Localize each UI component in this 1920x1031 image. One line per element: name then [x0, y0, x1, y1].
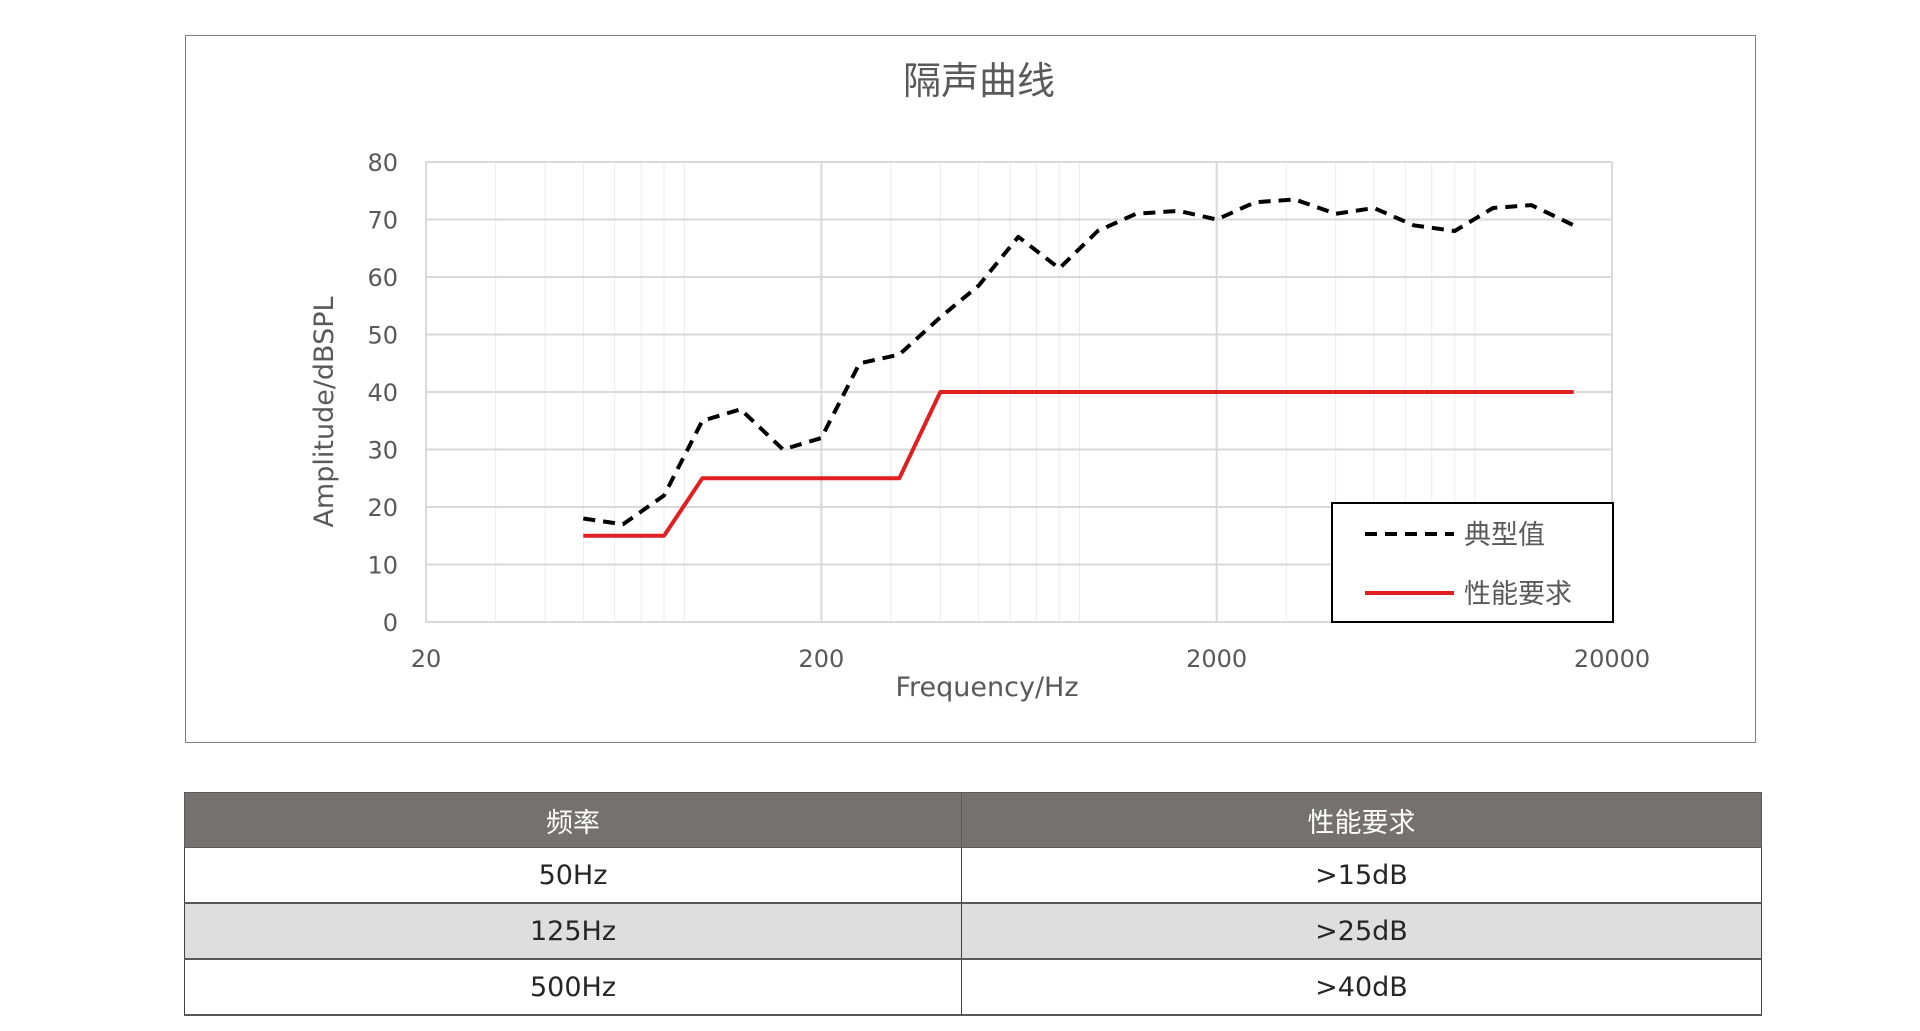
- sound-insulation-chart: 隔声曲线 0 10 20 30 40 50 60 70 80 20 200 2000 20000 Am…: [309, 59, 1650, 703]
- cell-requirement: >15dB: [961, 847, 1762, 904]
- legend-box: [1331, 502, 1614, 623]
- x-tick-label: 20: [411, 645, 442, 673]
- table-row: 500Hz >40dB: [184, 959, 1762, 1016]
- table-row: 50Hz >15dB: [184, 847, 1762, 904]
- header-requirement: 性能要求: [961, 792, 1762, 848]
- y-tick-label: 10: [367, 552, 398, 580]
- y-tick-label: 30: [367, 437, 398, 465]
- requirements-table: 频率 性能要求 50Hz >15dB 125Hz >25dB 500Hz >40…: [184, 792, 1762, 1016]
- chart-title: 隔声曲线: [903, 59, 1055, 103]
- header-frequency: 频率: [184, 792, 962, 848]
- legend-label-typical: 典型值: [1464, 520, 1545, 551]
- x-tick-label: 20000: [1574, 645, 1650, 673]
- y-tick-label: 20: [367, 494, 398, 522]
- y-axis-label: Amplitude/dBSPL: [309, 296, 340, 527]
- y-tick-label: 40: [367, 379, 398, 407]
- cell-requirement: >40dB: [961, 959, 1762, 1016]
- cell-requirement: >25dB: [961, 903, 1762, 960]
- y-tick-label: 80: [367, 149, 398, 177]
- table-row: 125Hz >25dB: [184, 903, 1762, 960]
- x-tick-label: 2000: [1186, 645, 1247, 673]
- y-tick-label: 70: [367, 207, 398, 235]
- y-axis-tick-labels: 0 10 20 30 40 50 60 70 80: [367, 149, 398, 637]
- cell-frequency: 125Hz: [184, 903, 962, 960]
- chart-frame: 隔声曲线 0 10 20 30 40 50 60 70 80 20 200 2000 20000 Am…: [185, 35, 1756, 743]
- x-axis-label: Frequency/Hz: [895, 672, 1078, 703]
- cell-frequency: 500Hz: [184, 959, 962, 1016]
- series-layer: [583, 197, 1575, 538]
- x-axis-tick-labels: 20 200 2000 20000: [411, 645, 1650, 673]
- x-tick-label: 200: [798, 645, 844, 673]
- legend-label-requirement: 性能要求: [1464, 579, 1572, 610]
- y-tick-label: 0: [383, 609, 398, 637]
- y-tick-label: 50: [367, 322, 398, 350]
- legend: 典型值 性能要求: [1331, 502, 1614, 623]
- table-header-row: 频率 性能要求: [184, 792, 1762, 848]
- series-line-typical: [583, 197, 1575, 527]
- y-tick-label: 60: [367, 264, 398, 292]
- series-line-requirement: [583, 390, 1574, 538]
- cell-frequency: 50Hz: [184, 847, 962, 904]
